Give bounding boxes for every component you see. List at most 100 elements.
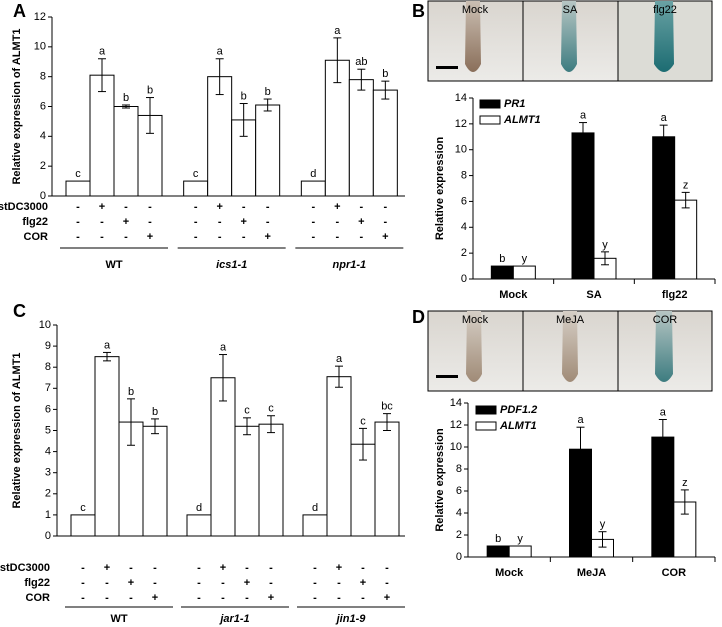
treatment-sign: + [128,577,134,589]
legend-swatch [475,421,497,431]
root [466,311,482,382]
y-tick-label: 6 [456,485,462,497]
bar [65,180,91,197]
y-tick-label: 8 [45,361,51,373]
treatment-sign: + [336,562,342,574]
treatment-sign: - [361,562,365,574]
significance-letter: c [244,405,250,417]
significance-letter: a [580,109,587,121]
significance-letter: a [220,341,227,353]
significance-letter: c [75,168,81,180]
treatment-sign: - [197,577,201,589]
significance-letter: b [382,68,388,80]
treatment-sign: - [148,216,152,228]
y-tick-label: 6 [40,100,46,112]
treatment-label: COR [24,231,49,243]
treatment-sign: - [383,216,387,228]
treatment-sign: - [194,231,198,243]
treatment-sign: - [266,216,270,228]
treatment-label: PstDC3000 [0,562,50,574]
treatment-sign: - [242,201,246,213]
treatment-sign: - [76,201,80,213]
legend-label: PR1 [504,98,525,110]
y-tick-label: 8 [461,169,467,181]
panel-label: A [13,1,26,21]
significance-letter: a [336,353,343,365]
treatment-sign: + [268,592,274,604]
group-label: npr1-1 [333,259,367,271]
bar [300,180,326,197]
bar [255,104,281,197]
treatment-sign: - [76,231,80,243]
treatment-sign: + [147,231,153,243]
treatment-sign: + [360,577,366,589]
bar [326,376,352,537]
significance-letter: a [661,112,668,124]
treatment-sign: + [358,216,364,228]
significance-letter: y [517,533,523,545]
bar [137,114,163,197]
y-tick-label: 7 [45,382,51,394]
treatment-label: flg22 [22,216,48,228]
significance-letter: a [577,414,584,426]
group-label: jin1-9 [335,613,367,625]
bar [183,180,209,197]
treatment-sign: - [311,201,315,213]
y-tick-label: 10 [39,319,51,331]
y-tick-label: 5 [45,424,51,436]
significance-letter: b [152,406,158,418]
y-tick-label: 12 [34,11,46,23]
y-axis-label: Relative expression [434,137,446,241]
treatment-label: flg22 [24,577,50,589]
treatment-sign: - [100,216,104,228]
treatment-sign: - [269,577,273,589]
bar [486,545,510,558]
image-strip [427,0,713,82]
y-tick-label: 14 [450,397,462,409]
treatment-sign: - [105,592,109,604]
treatment-sign: - [197,562,201,574]
scale-bar [436,66,458,69]
treatment-sign: - [385,562,389,574]
x-tick-label: Mock [495,567,524,579]
treatment-sign: - [218,231,222,243]
y-tick-label: 4 [461,221,467,233]
treatment-sign: - [81,562,85,574]
treatment-sign: - [129,592,133,604]
significance-letter: b [241,90,247,102]
significance-letter: a [660,406,667,418]
significance-letter: b [123,92,129,104]
bar [113,106,139,197]
significance-letter: a [104,339,111,351]
y-tick-label: 4 [45,446,51,458]
scale-bar [436,375,458,378]
bar [508,545,532,558]
treatment-sign: - [269,562,273,574]
x-tick-label: COR [662,567,687,579]
bar [302,514,328,537]
root [465,1,481,72]
legend-swatch [475,405,497,415]
treatment-sign: - [266,201,270,213]
treatment-sign: + [334,201,340,213]
treatment-sign: - [242,231,246,243]
treatment-sign: - [245,592,249,604]
significance-letter: b [499,253,505,265]
y-tick-label: 6 [45,403,51,415]
panel-label: C [13,301,26,321]
treatment-sign: - [313,577,317,589]
significance-letter: z [683,179,689,191]
significance-letter: a [334,25,341,37]
y-tick-label: 10 [455,144,467,156]
treatment-sign: - [313,592,317,604]
bar [348,79,374,197]
treatment-sign: + [382,231,388,243]
bar [89,74,115,197]
treatment-sign: - [148,201,152,213]
y-tick-label: 0 [456,551,462,563]
treatment-sign: - [221,592,225,604]
significance-letter: y [522,253,528,265]
treatment-sign: + [240,216,246,228]
bar [652,136,676,280]
